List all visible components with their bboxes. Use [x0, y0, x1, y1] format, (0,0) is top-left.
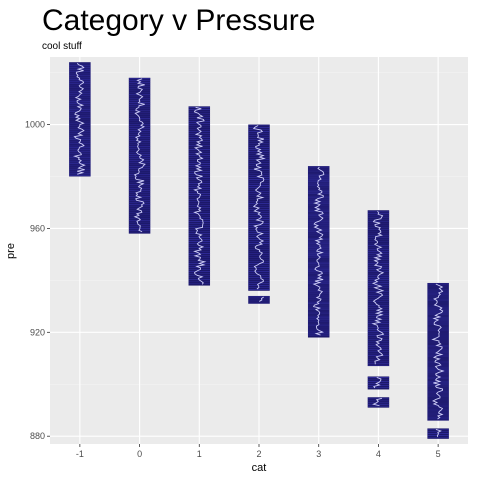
- chart-subtitle: cool stuff: [42, 41, 82, 52]
- bar-texture: [367, 377, 390, 389]
- x-axis-title: cat: [252, 462, 267, 474]
- bar-trace: [73, 62, 86, 175]
- bar-group-5: [427, 282, 449, 439]
- y-tick-label: 1000: [25, 120, 45, 130]
- axes: 880 920 960 1000 -1 0 1 2 3 4 5: [25, 120, 441, 459]
- bar-trace: [193, 106, 207, 285]
- x-tick-label: -1: [76, 449, 84, 459]
- bar-trace: [435, 428, 442, 438]
- bar-texture: [307, 166, 330, 336]
- x-tick-label: 3: [316, 449, 321, 459]
- bar-trace: [133, 78, 146, 233]
- bar-texture: [367, 210, 390, 366]
- x-tick-label: 2: [256, 449, 261, 459]
- x-tick-label: 0: [137, 449, 142, 459]
- bar-group-3: [307, 166, 330, 338]
- x-tick-label: 4: [376, 449, 381, 459]
- bar-segment: [188, 106, 211, 286]
- bar-texture: [69, 62, 91, 176]
- x-tick-label: 1: [197, 449, 202, 459]
- bar-trace: [372, 397, 383, 407]
- bar-segment: [248, 295, 270, 304]
- bar-texture: [188, 106, 211, 285]
- bar-texture: [427, 283, 449, 421]
- y-tick-label: 920: [30, 327, 45, 337]
- y-tick-label: 880: [30, 431, 45, 441]
- x-tick-label: 5: [436, 449, 441, 459]
- bar-texture: [248, 296, 270, 304]
- bar-trace: [431, 283, 445, 420]
- bar-segment: [128, 77, 151, 234]
- bar-texture: [367, 397, 390, 407]
- bar-trace: [312, 166, 325, 336]
- bar-group-0: [128, 77, 151, 234]
- bar-group-2: [248, 124, 270, 304]
- bar-trace: [252, 125, 266, 290]
- bar-texture: [128, 78, 151, 234]
- bar-group-4: [367, 210, 390, 408]
- y-tick-label: 960: [30, 223, 45, 233]
- bar-trace: [259, 296, 264, 302]
- bars: [69, 62, 449, 439]
- y-axis-title: pre: [5, 243, 17, 259]
- chart-title: Category v Pressure: [42, 4, 315, 37]
- bar-trace: [373, 377, 382, 389]
- bar-texture: [248, 125, 270, 290]
- bar-texture: [427, 428, 449, 438]
- bar-segment: [69, 62, 91, 177]
- bar-trace: [371, 210, 385, 365]
- bar-group-1: [188, 106, 211, 286]
- bar-group--1: [69, 62, 91, 177]
